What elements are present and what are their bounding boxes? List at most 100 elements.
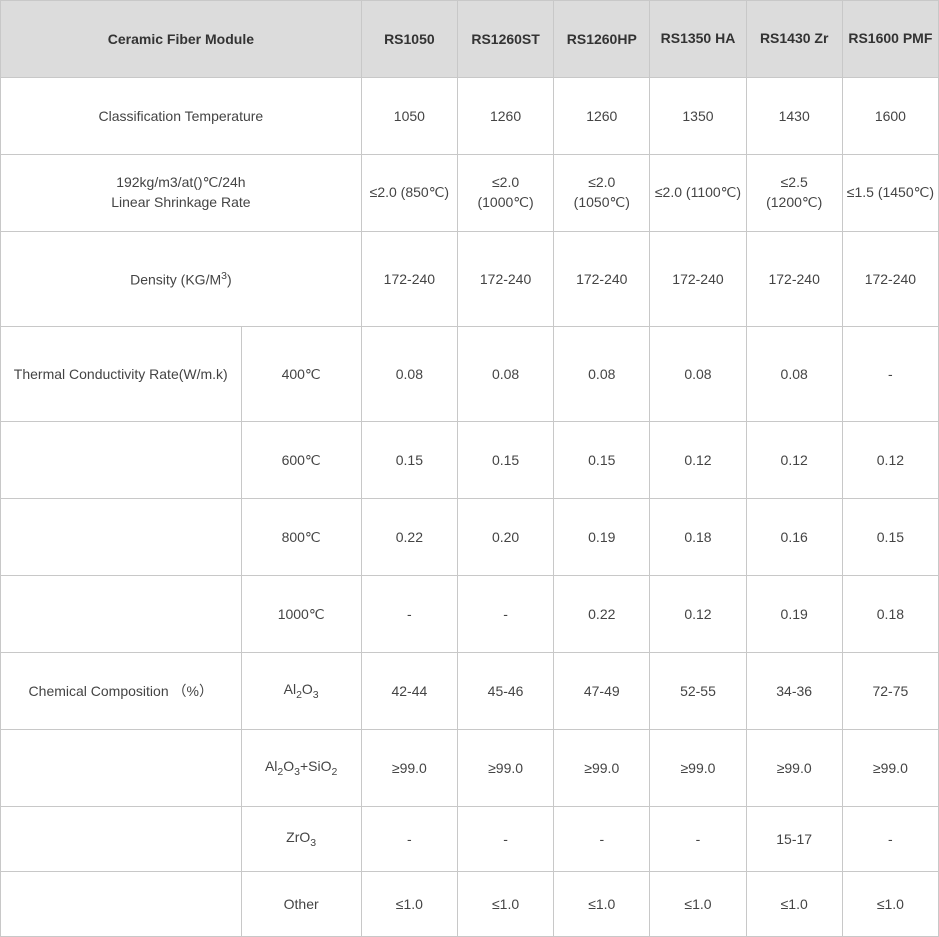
cell: ≤2.0 (1100℃) xyxy=(650,155,746,232)
row-thermal-600: 600℃ 0.15 0.15 0.15 0.12 0.12 0.12 xyxy=(1,422,939,499)
cell: 172-240 xyxy=(457,232,553,327)
label-shrinkage: 192kg/m3/at()℃/24h Linear Shrinkage Rate xyxy=(1,155,362,232)
row-chem-zro3: ZrO3 - - - - 15-17 - xyxy=(1,807,939,872)
cell: 0.08 xyxy=(554,327,650,422)
label-thermal: Thermal Conductivity Rate(W/m.k) xyxy=(1,327,242,422)
cell: 172-240 xyxy=(554,232,650,327)
label-thermal-temp-0: 400℃ xyxy=(241,327,361,422)
spec-table: Ceramic Fiber Module RS1050 RS1260ST RS1… xyxy=(0,0,939,937)
cell: ≤1.0 xyxy=(554,872,650,937)
cell: 1260 xyxy=(554,78,650,155)
label-chemical-blank xyxy=(1,807,242,872)
label-chem-comp-0: Al2O3 xyxy=(241,653,361,730)
label-shrinkage-line1: 192kg/m3/at()℃/24h xyxy=(116,174,245,190)
label-thermal-blank xyxy=(1,422,242,499)
cell: 0.08 xyxy=(361,327,457,422)
label-chemical-blank xyxy=(1,730,242,807)
header-product-3: RS1350 HA xyxy=(650,1,746,78)
cell: 0.20 xyxy=(457,499,553,576)
cell: 0.22 xyxy=(554,576,650,653)
cell: 0.15 xyxy=(842,499,938,576)
cell: 0.16 xyxy=(746,499,842,576)
cell: 0.22 xyxy=(361,499,457,576)
label-classification: Classification Temperature xyxy=(1,78,362,155)
cell: 0.12 xyxy=(650,576,746,653)
cell: 0.15 xyxy=(554,422,650,499)
label-thermal-temp-3: 1000℃ xyxy=(241,576,361,653)
cell: ≤1.0 xyxy=(746,872,842,937)
label-chem-comp-2: ZrO3 xyxy=(241,807,361,872)
label-chemical-blank xyxy=(1,872,242,937)
row-thermal-400: Thermal Conductivity Rate(W/m.k) 400℃ 0.… xyxy=(1,327,939,422)
cell: 172-240 xyxy=(361,232,457,327)
cell: 45-46 xyxy=(457,653,553,730)
cell: ≥99.0 xyxy=(842,730,938,807)
cell: ≥99.0 xyxy=(457,730,553,807)
cell: 0.15 xyxy=(361,422,457,499)
cell: ≤2.5 (1200℃) xyxy=(746,155,842,232)
row-thermal-800: 800℃ 0.22 0.20 0.19 0.18 0.16 0.15 xyxy=(1,499,939,576)
cell: ≥99.0 xyxy=(554,730,650,807)
cell: 0.18 xyxy=(842,576,938,653)
header-product-1: RS1260ST xyxy=(457,1,553,78)
cell: - xyxy=(842,807,938,872)
cell: 0.12 xyxy=(746,422,842,499)
header-product-5: RS1600 PMF xyxy=(842,1,938,78)
header-product-4: RS1430 Zr xyxy=(746,1,842,78)
label-chem-comp-1: Al2O3+SiO2 xyxy=(241,730,361,807)
cell: 0.19 xyxy=(746,576,842,653)
cell: 0.19 xyxy=(554,499,650,576)
cell: 0.12 xyxy=(650,422,746,499)
row-chem-al2o3: Chemical Composition （%） Al2O3 42-44 45-… xyxy=(1,653,939,730)
cell: ≥99.0 xyxy=(746,730,842,807)
cell: 0.08 xyxy=(746,327,842,422)
cell: 0.15 xyxy=(457,422,553,499)
cell: 0.08 xyxy=(650,327,746,422)
label-chemical: Chemical Composition （%） xyxy=(1,653,242,730)
cell: 172-240 xyxy=(842,232,938,327)
cell: 0.18 xyxy=(650,499,746,576)
header-product-2: RS1260HP xyxy=(554,1,650,78)
cell: ≤2.0 (850℃) xyxy=(361,155,457,232)
cell: - xyxy=(554,807,650,872)
cell: 172-240 xyxy=(746,232,842,327)
row-chem-al2o3sio2: Al2O3+SiO2 ≥99.0 ≥99.0 ≥99.0 ≥99.0 ≥99.0… xyxy=(1,730,939,807)
cell: ≤1.0 xyxy=(457,872,553,937)
cell: 42-44 xyxy=(361,653,457,730)
label-thermal-temp-2: 800℃ xyxy=(241,499,361,576)
cell: ≥99.0 xyxy=(650,730,746,807)
header-row: Ceramic Fiber Module RS1050 RS1260ST RS1… xyxy=(1,1,939,78)
cell: ≤1.0 xyxy=(842,872,938,937)
cell: 1050 xyxy=(361,78,457,155)
cell: ≤1.0 xyxy=(361,872,457,937)
cell: 34-36 xyxy=(746,653,842,730)
label-thermal-blank xyxy=(1,576,242,653)
cell: 1260 xyxy=(457,78,553,155)
label-thermal-temp-1: 600℃ xyxy=(241,422,361,499)
row-density: Density (KG/M3) 172-240 172-240 172-240 … xyxy=(1,232,939,327)
cell: 1600 xyxy=(842,78,938,155)
cell: ≥99.0 xyxy=(361,730,457,807)
cell: ≤1.5 (1450℃) xyxy=(842,155,938,232)
cell: 1430 xyxy=(746,78,842,155)
row-thermal-1000: 1000℃ - - 0.22 0.12 0.19 0.18 xyxy=(1,576,939,653)
label-thermal-blank xyxy=(1,499,242,576)
cell: - xyxy=(361,807,457,872)
header-title: Ceramic Fiber Module xyxy=(1,1,362,78)
cell: 15-17 xyxy=(746,807,842,872)
cell: 0.08 xyxy=(457,327,553,422)
label-shrinkage-line2: Linear Shrinkage Rate xyxy=(111,194,250,210)
cell: - xyxy=(457,576,553,653)
cell: 72-75 xyxy=(842,653,938,730)
cell: ≤1.0 xyxy=(650,872,746,937)
cell: 47-49 xyxy=(554,653,650,730)
cell: 52-55 xyxy=(650,653,746,730)
row-classification: Classification Temperature 1050 1260 126… xyxy=(1,78,939,155)
cell: ≤2.0 (1050℃) xyxy=(554,155,650,232)
cell: 172-240 xyxy=(650,232,746,327)
label-density: Density (KG/M3) xyxy=(1,232,362,327)
header-product-0: RS1050 xyxy=(361,1,457,78)
cell: ≤2.0 (1000℃) xyxy=(457,155,553,232)
cell: - xyxy=(361,576,457,653)
label-chem-comp-3: Other xyxy=(241,872,361,937)
